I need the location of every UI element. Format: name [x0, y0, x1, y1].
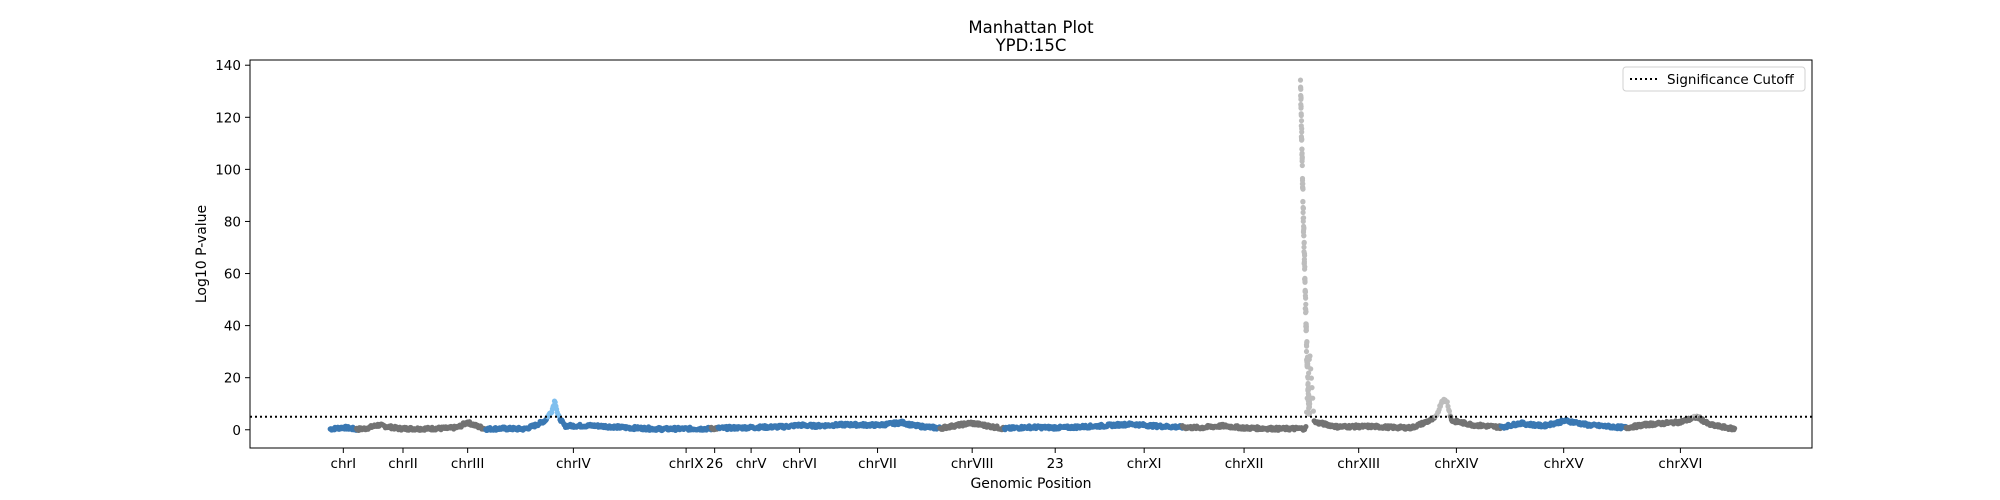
data-point	[1304, 339, 1310, 345]
data-point	[1301, 239, 1307, 245]
data-point	[1301, 232, 1307, 239]
y-axis: 0 20 40 60 80 100 120 140	[215, 58, 250, 439]
data-point	[1303, 424, 1309, 430]
x-tick-label: chrI	[331, 456, 357, 472]
data-point	[1310, 408, 1316, 414]
data-point	[1302, 264, 1308, 270]
data-point	[1306, 410, 1313, 416]
x-tick-label: chrXII	[1225, 456, 1264, 472]
data-point	[1298, 86, 1304, 92]
data-point	[1299, 129, 1305, 135]
legend-box	[1622, 66, 1806, 92]
data-point	[1302, 289, 1309, 295]
data-point	[1300, 198, 1306, 205]
x-tick-label: chrVI	[782, 456, 817, 472]
y-tick-label: 40	[224, 319, 241, 335]
y-tick-label: 100	[215, 162, 241, 178]
data-point	[1732, 425, 1738, 431]
x-tick-label: chrVIII	[951, 456, 994, 472]
x-tick-label: chrII	[388, 456, 418, 472]
legend-label: Significance Cutoff	[1667, 72, 1795, 88]
y-tick-label: 80	[224, 214, 241, 230]
data-point	[1297, 77, 1304, 83]
x-tick-label: chrXIII	[1337, 456, 1380, 472]
data-point	[1302, 252, 1308, 259]
y-tick-label: 60	[224, 267, 241, 283]
data-point	[1306, 394, 1312, 400]
plot-frame	[249, 59, 1813, 449]
x-tick-label: 26	[706, 456, 723, 472]
data-point	[1299, 136, 1305, 142]
data-point	[1444, 399, 1450, 405]
data-point	[1303, 327, 1309, 333]
data-point	[1303, 295, 1309, 301]
x-tick-label: chrXV	[1544, 456, 1585, 472]
y-tick-label: 120	[215, 110, 241, 126]
data-point	[1303, 309, 1309, 315]
data-point	[1299, 150, 1305, 156]
y-tick-label: 0	[232, 423, 241, 439]
data-point	[1306, 384, 1312, 390]
data-point	[1299, 175, 1306, 182]
data-point	[1307, 401, 1313, 407]
data-point	[1301, 259, 1307, 265]
data-point	[1298, 112, 1304, 119]
data-point	[1299, 162, 1305, 169]
x-tick-label: chrV	[736, 456, 768, 472]
data-point	[1300, 205, 1306, 211]
data-point	[1301, 215, 1307, 221]
y-axis-title: Log10 P-value	[194, 205, 210, 303]
legend: Significance Cutoff	[1622, 66, 1806, 92]
data-point	[1303, 348, 1310, 355]
data-point	[1305, 375, 1311, 381]
data-point	[1301, 244, 1307, 250]
x-tick-label: chrXI	[1127, 456, 1162, 472]
chart-subtitle: YPD:15C	[995, 36, 1067, 55]
data-point	[1301, 225, 1307, 231]
data-point	[1298, 103, 1304, 110]
data-points	[327, 77, 1738, 434]
x-tick-label: chrVII	[858, 456, 897, 472]
x-tick-label: chrXIV	[1434, 456, 1479, 472]
x-axis-title: Genomic Position	[970, 476, 1091, 492]
data-point	[1300, 181, 1306, 187]
data-point	[1300, 186, 1306, 192]
x-tick-label: chrIX	[669, 456, 704, 472]
y-tick-label: 20	[224, 371, 241, 387]
data-point	[1305, 363, 1311, 369]
chart-title: Manhattan Plot	[968, 18, 1094, 37]
x-tick-label: 23	[1047, 456, 1064, 472]
x-tick-label: chrIV	[556, 456, 592, 472]
data-point	[1300, 209, 1306, 216]
data-point	[1298, 118, 1305, 124]
x-tick-label: chrXVI	[1658, 456, 1702, 472]
y-tick-label: 140	[215, 58, 241, 74]
data-point	[1303, 301, 1309, 307]
data-point	[1299, 154, 1305, 160]
x-tick-label: chrIII	[451, 456, 484, 472]
data-point	[1302, 278, 1308, 284]
data-point	[1299, 146, 1305, 152]
data-point	[1298, 95, 1304, 101]
data-point	[1446, 408, 1452, 414]
x-axis: chrI chrII chrIII chrIV chrIX 26 chrV chrVI chrV…	[331, 448, 1702, 472]
